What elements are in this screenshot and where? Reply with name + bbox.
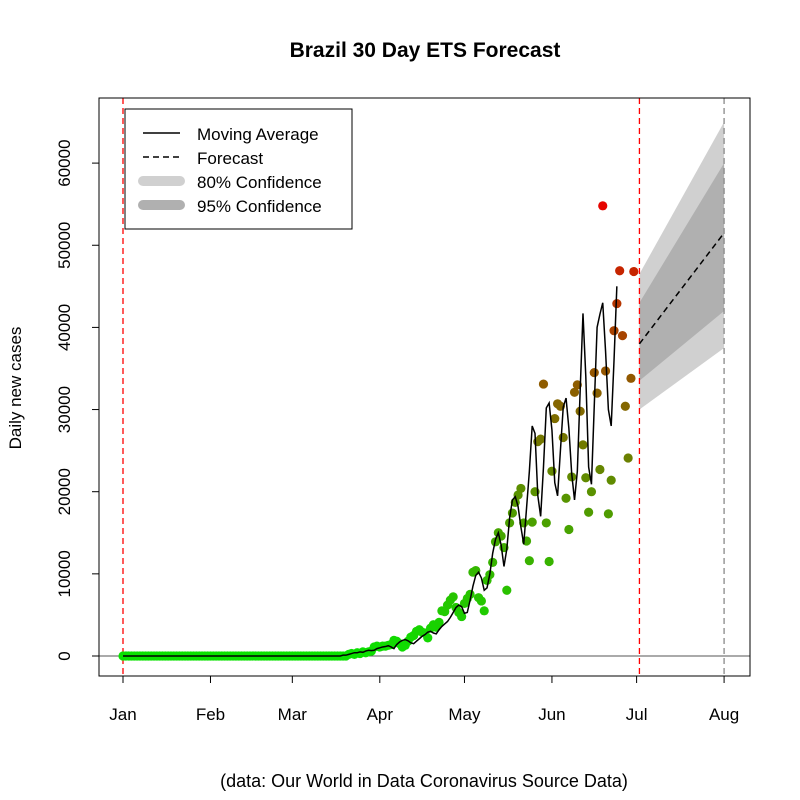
data-point [620, 401, 630, 411]
data-point [558, 432, 568, 443]
series-lines [123, 232, 725, 657]
x-axis: Jan Feb Mar Apr May Jun Jul Aug [109, 676, 739, 724]
legend-label-95-confidence: 95% Confidence [197, 197, 322, 216]
chart-title: Brazil 30 Day ETS Forecast [290, 39, 561, 62]
confidence-bands [639, 122, 725, 410]
data-point [536, 434, 546, 444]
data-point [609, 326, 619, 336]
data-point [476, 596, 486, 606]
data-point [538, 379, 549, 389]
data-point [569, 387, 580, 397]
data-point [581, 473, 591, 483]
data-point [629, 266, 639, 277]
data-point [547, 466, 557, 476]
x-tick-label: May [448, 705, 481, 724]
plot-frame [98, 97, 751, 677]
data-point [448, 592, 458, 602]
y-tick-label: 50000 [55, 222, 74, 269]
data-point [626, 373, 636, 383]
y-tick-label: 30000 [55, 386, 74, 433]
legend-label-80-confidence: 80% Confidence [197, 173, 322, 192]
data-point [615, 266, 625, 276]
data-point [606, 475, 616, 485]
data-point [598, 201, 608, 211]
data-point [617, 331, 628, 341]
x-tick-label: Jun [538, 705, 565, 724]
data-point [434, 617, 444, 627]
data-point [603, 509, 613, 519]
band-80-confidence [639, 163, 725, 381]
data-point [586, 487, 597, 497]
data-point [584, 507, 594, 517]
data-point [502, 585, 512, 595]
data-point [457, 611, 467, 622]
y-tick-label: 20000 [55, 468, 74, 515]
legend-label-forecast: Forecast [197, 149, 263, 168]
y-tick-label: 40000 [55, 304, 74, 351]
legend-label-moving-average: Moving Average [197, 125, 319, 144]
data-point [524, 556, 534, 566]
data-point [544, 556, 554, 567]
reference-lines [122, 98, 725, 676]
x-tick-label: Apr [367, 705, 394, 724]
moving-average-line [123, 286, 618, 657]
y-tick-label: 0 [55, 651, 74, 660]
x-tick-label: Feb [196, 705, 225, 724]
data-point [623, 453, 633, 463]
data-point [564, 524, 574, 535]
forecast-line [638, 232, 725, 345]
x-tick-label: Mar [278, 705, 308, 724]
data-point [541, 518, 551, 528]
data-point [527, 517, 537, 527]
data-point [479, 606, 489, 616]
y-axis-label: Daily new cases [6, 327, 25, 450]
data-point [589, 367, 599, 378]
x-tick-label: Jul [626, 705, 648, 724]
y-axis: 0 10000 20000 30000 40000 50000 60000 [55, 139, 99, 661]
data-point [488, 557, 498, 567]
data-source-caption: (data: Our World in Data Coronavirus Sou… [220, 771, 628, 791]
observed-points [118, 201, 639, 661]
y-tick-label: 10000 [55, 550, 74, 597]
data-point [595, 464, 605, 475]
x-tick-label: Jan [109, 705, 136, 724]
data-point [550, 413, 560, 424]
data-point [578, 440, 588, 450]
data-point [423, 633, 433, 643]
data-point [600, 366, 611, 376]
data-point [516, 483, 526, 494]
y-tick-label: 60000 [55, 139, 74, 186]
x-tick-label: Aug [709, 705, 739, 724]
legend: Moving Average Forecast 80% Confidence 9… [124, 108, 353, 230]
data-point [561, 493, 571, 503]
